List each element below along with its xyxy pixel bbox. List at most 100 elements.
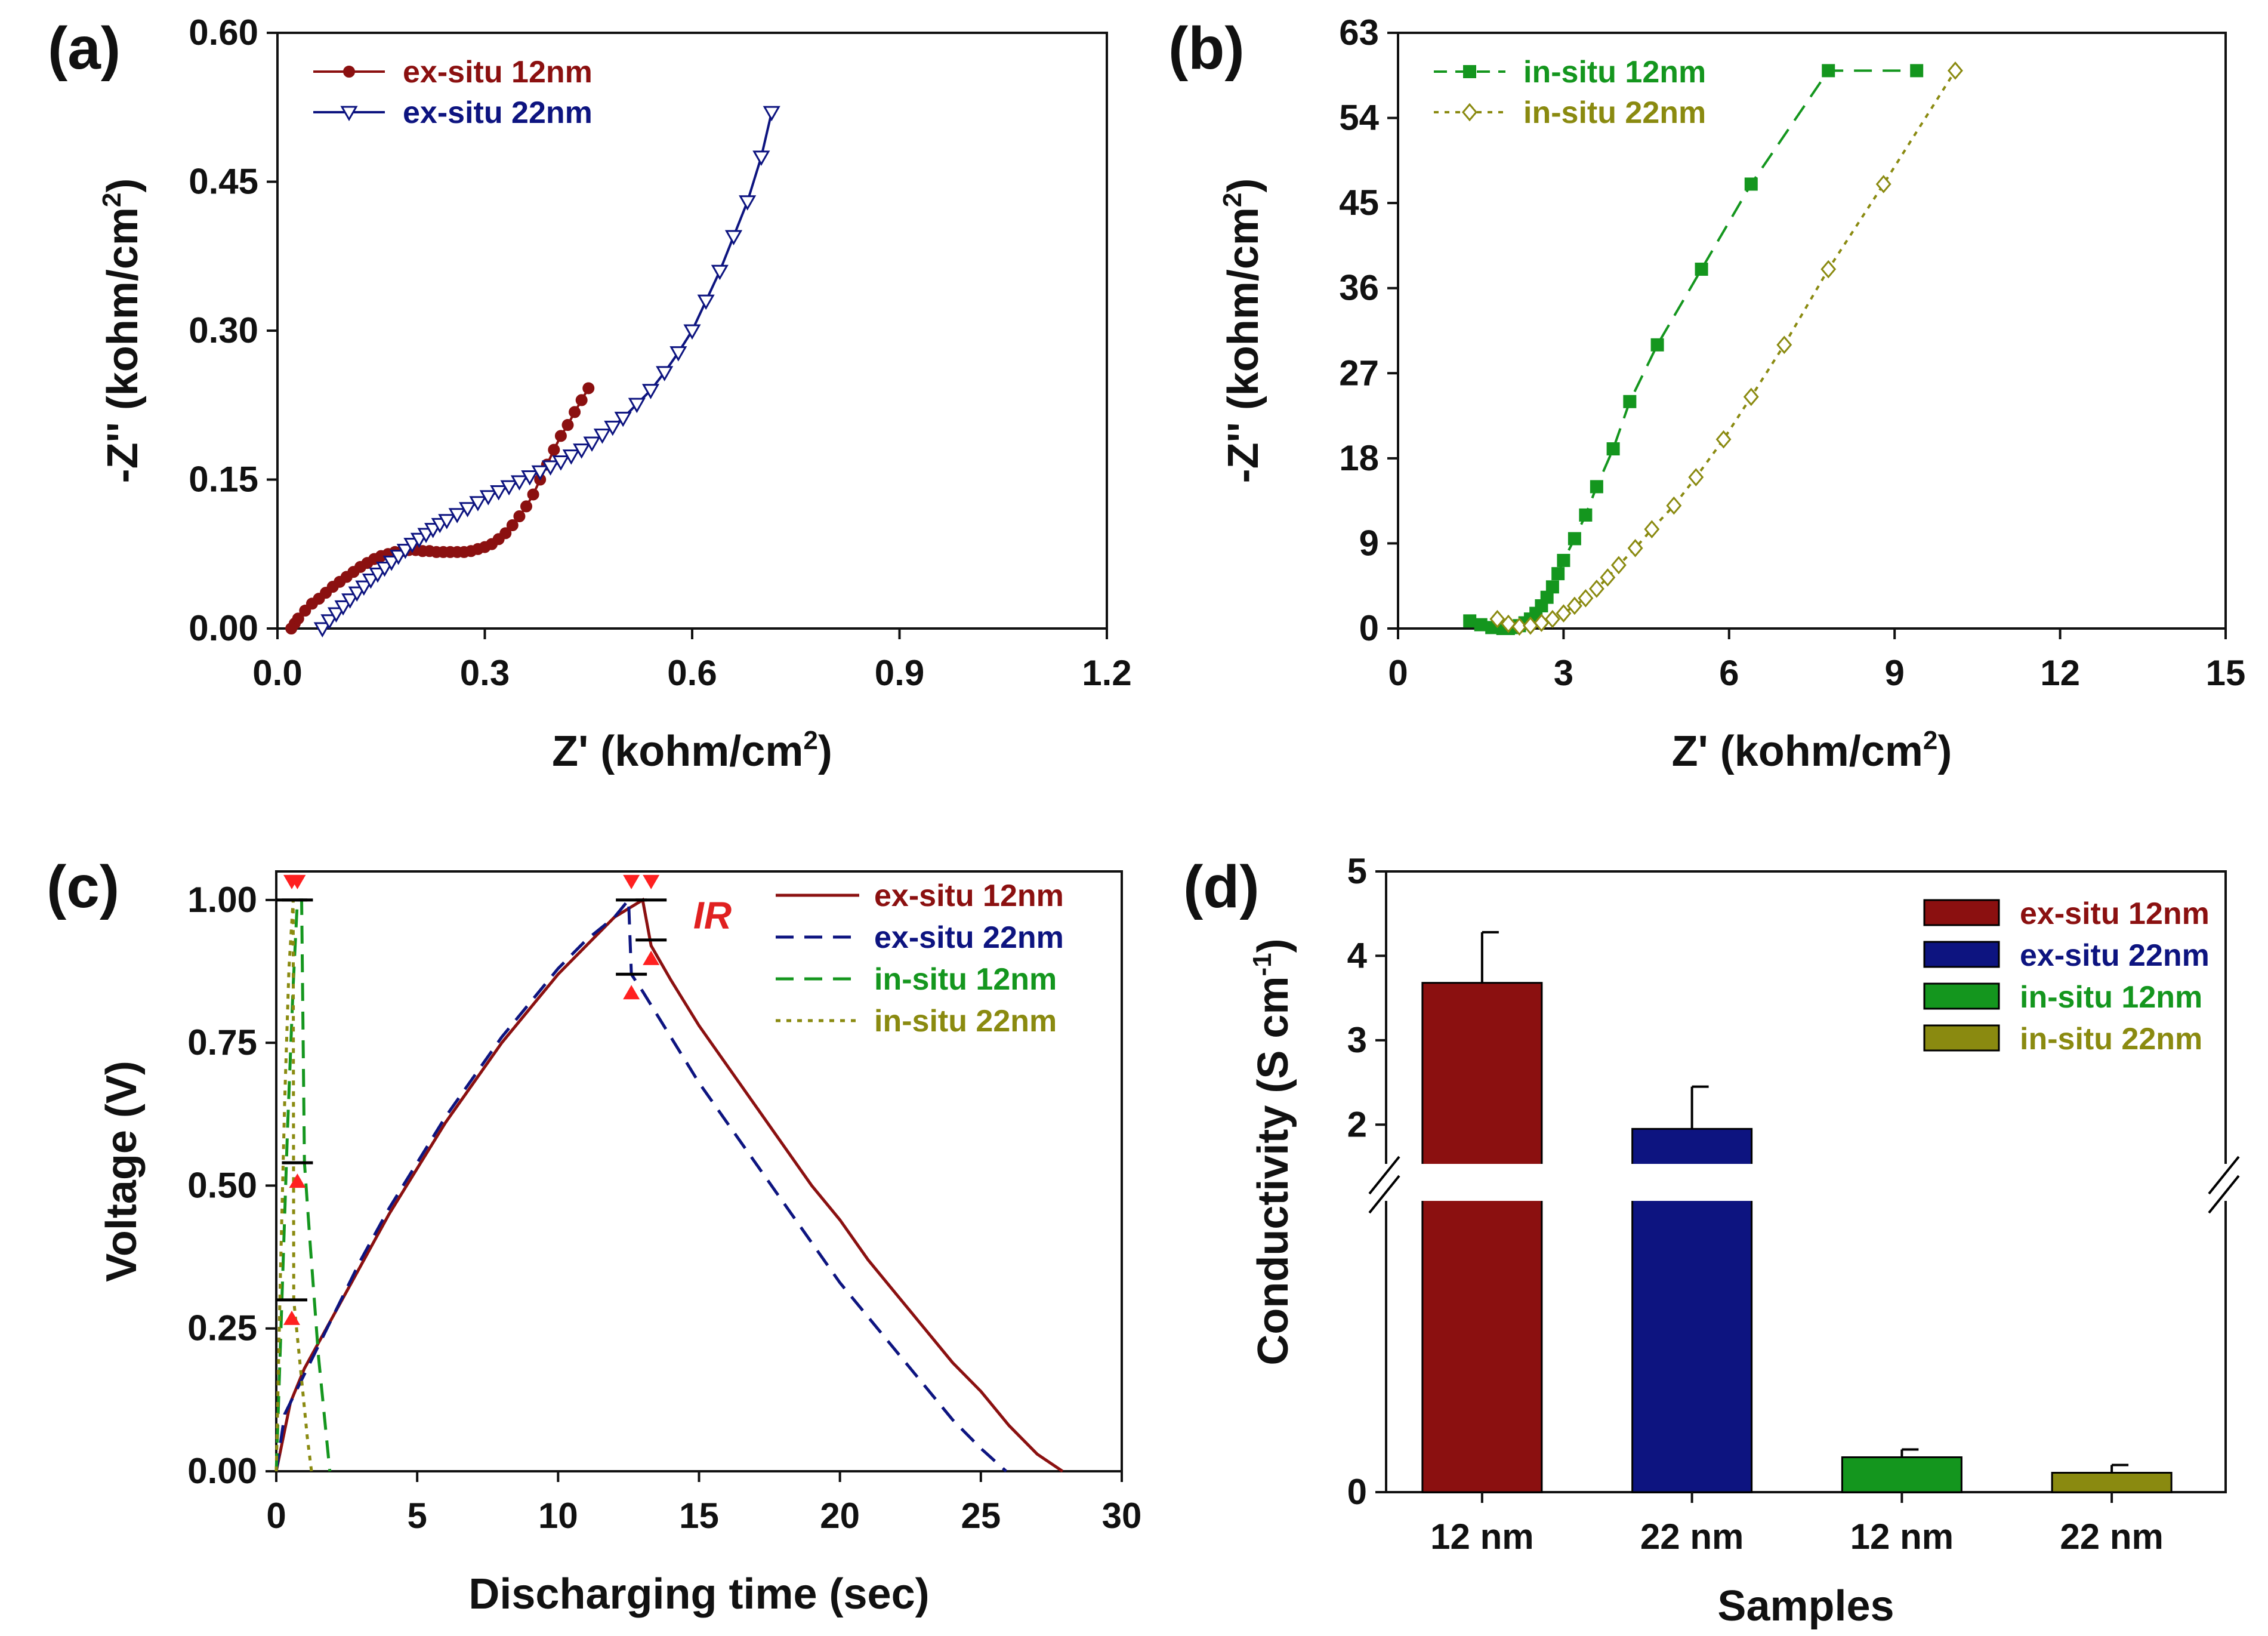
bar-in-situ-22nm <box>2051 1472 2173 1493</box>
x-tick-label: 12 nm <box>1850 1517 1954 1557</box>
data-point <box>575 394 588 406</box>
y-tick-label: 9 <box>1359 523 1379 563</box>
x-tick-label: 15 <box>2206 653 2246 693</box>
y-axis-title: -Z'' (kohm/cm2) <box>1218 178 1267 483</box>
data-point <box>382 556 400 571</box>
plot-frame-b <box>1397 32 2227 630</box>
series-line-in-situ-12nm <box>1469 69 1917 630</box>
series-line-ex-situ-22nm <box>274 896 1008 1472</box>
data-point <box>531 465 549 481</box>
y-tick-label: 0.45 <box>189 162 258 202</box>
bar-ex-situ-12nm <box>1421 982 1543 1493</box>
ir-arrow-up <box>283 1310 300 1325</box>
legend-label: ex-situ 12nm <box>874 879 1064 913</box>
y-tick-label: 0.50 <box>187 1165 257 1205</box>
panel-a: 0.0 0.3 0.6 0.9 1.2 0.00 0.15 0.30 0.45 0.60 ex-si… <box>48 13 1132 775</box>
data-point <box>390 550 408 565</box>
y-tick-label: 27 <box>1339 353 1379 393</box>
legend-label: ex-situ 22nm <box>874 920 1064 955</box>
x-tick-label: 0 <box>266 1496 286 1536</box>
data-point <box>362 573 379 589</box>
x-tick-label: 0.9 <box>875 653 924 693</box>
panel-label: (d) <box>1183 854 1260 920</box>
panel-label: (a) <box>48 15 121 82</box>
data-point <box>341 593 359 609</box>
y-axis-title: Voltage (V) <box>98 1061 146 1282</box>
data-point <box>1715 430 1732 449</box>
data-point <box>552 455 570 471</box>
ir-arrow-up <box>289 1173 306 1188</box>
data-point <box>458 502 477 517</box>
data-point <box>396 544 414 559</box>
data-point <box>1567 532 1581 546</box>
legend-label: in-situ 22nm <box>1523 95 1706 130</box>
data-point <box>683 324 701 340</box>
ir-arrow-down <box>643 874 660 889</box>
data-point <box>1500 614 1516 633</box>
bar-in-situ-12nm <box>1841 1456 1962 1493</box>
y-tick-label: 4 <box>1347 935 1368 975</box>
data-point <box>1610 556 1627 575</box>
y-tick-label: 0.25 <box>187 1308 257 1348</box>
data-point <box>1588 580 1604 598</box>
axis-break-gap <box>1362 1164 2250 1201</box>
data-point <box>1744 177 1758 191</box>
data-point <box>292 612 304 625</box>
data-point <box>541 460 560 476</box>
data-point <box>604 420 622 436</box>
legend-swatch <box>1923 941 2000 968</box>
data-point <box>479 490 497 506</box>
panel-c: 0 5 10 15 20 25 30 0.00 0.25 0.50 0.75 1.00 ex-situ … <box>47 854 1141 1618</box>
series-line-ex-situ-12nm <box>274 897 1064 1473</box>
x-axis-title: Samples <box>1717 1582 1894 1630</box>
data-point <box>320 614 338 630</box>
data-point <box>763 106 780 122</box>
data-point <box>521 470 539 486</box>
legend-label: in-situ 12nm <box>2020 980 2202 1015</box>
legend-label: in-situ 22nm <box>874 1004 1057 1039</box>
x-tick-label: 25 <box>961 1496 1001 1536</box>
legend-label: in-situ 12nm <box>874 962 1057 997</box>
data-point <box>1544 609 1560 628</box>
legend-marker <box>1463 65 1476 78</box>
plot-frame-c <box>275 870 1123 1472</box>
data-point <box>1545 580 1559 594</box>
data-point <box>739 195 757 211</box>
data-point <box>1875 175 1891 193</box>
x-tick-label: 30 <box>1102 1496 1142 1536</box>
data-point <box>582 382 595 395</box>
x-tick-label: 0.3 <box>460 653 510 693</box>
data-point <box>1489 609 1505 628</box>
data-point <box>348 586 366 602</box>
axis-break-mark <box>1368 1156 1400 1195</box>
x-tick-label: 12 <box>2040 653 2080 693</box>
data-point <box>1650 338 1664 352</box>
axis-break-mark <box>1368 1175 1400 1214</box>
x-tick-label: 22 nm <box>2060 1517 2163 1557</box>
data-point <box>669 346 687 362</box>
y-tick-label: 0.00 <box>189 608 258 648</box>
data-point <box>500 480 518 496</box>
data-point <box>1590 480 1603 494</box>
legend-label: ex-situ 22nm <box>2020 938 2210 973</box>
x-axis-title: Discharging time (sec) <box>468 1570 929 1618</box>
x-tick-label: 3 <box>1554 653 1573 693</box>
legend-label: ex-situ 22nm <box>403 95 593 130</box>
ir-arrow-up <box>623 985 640 1000</box>
x-tick-label: 12 nm <box>1430 1517 1533 1557</box>
legend-swatch <box>1923 1024 2000 1052</box>
legend-marker <box>343 66 355 78</box>
data-point <box>510 475 529 491</box>
legend-swatch <box>1923 899 2000 926</box>
data-point <box>1578 589 1594 608</box>
data-point <box>641 384 660 399</box>
y-tick-label: 2 <box>1347 1104 1367 1144</box>
axis-break-mark <box>2208 1175 2240 1214</box>
data-point <box>448 508 466 523</box>
x-tick-label: 15 <box>679 1496 719 1536</box>
data-point <box>438 514 456 529</box>
data-point <box>299 605 311 617</box>
legend-swatch <box>1923 982 2000 1010</box>
x-tick-label: 5 <box>407 1496 427 1536</box>
